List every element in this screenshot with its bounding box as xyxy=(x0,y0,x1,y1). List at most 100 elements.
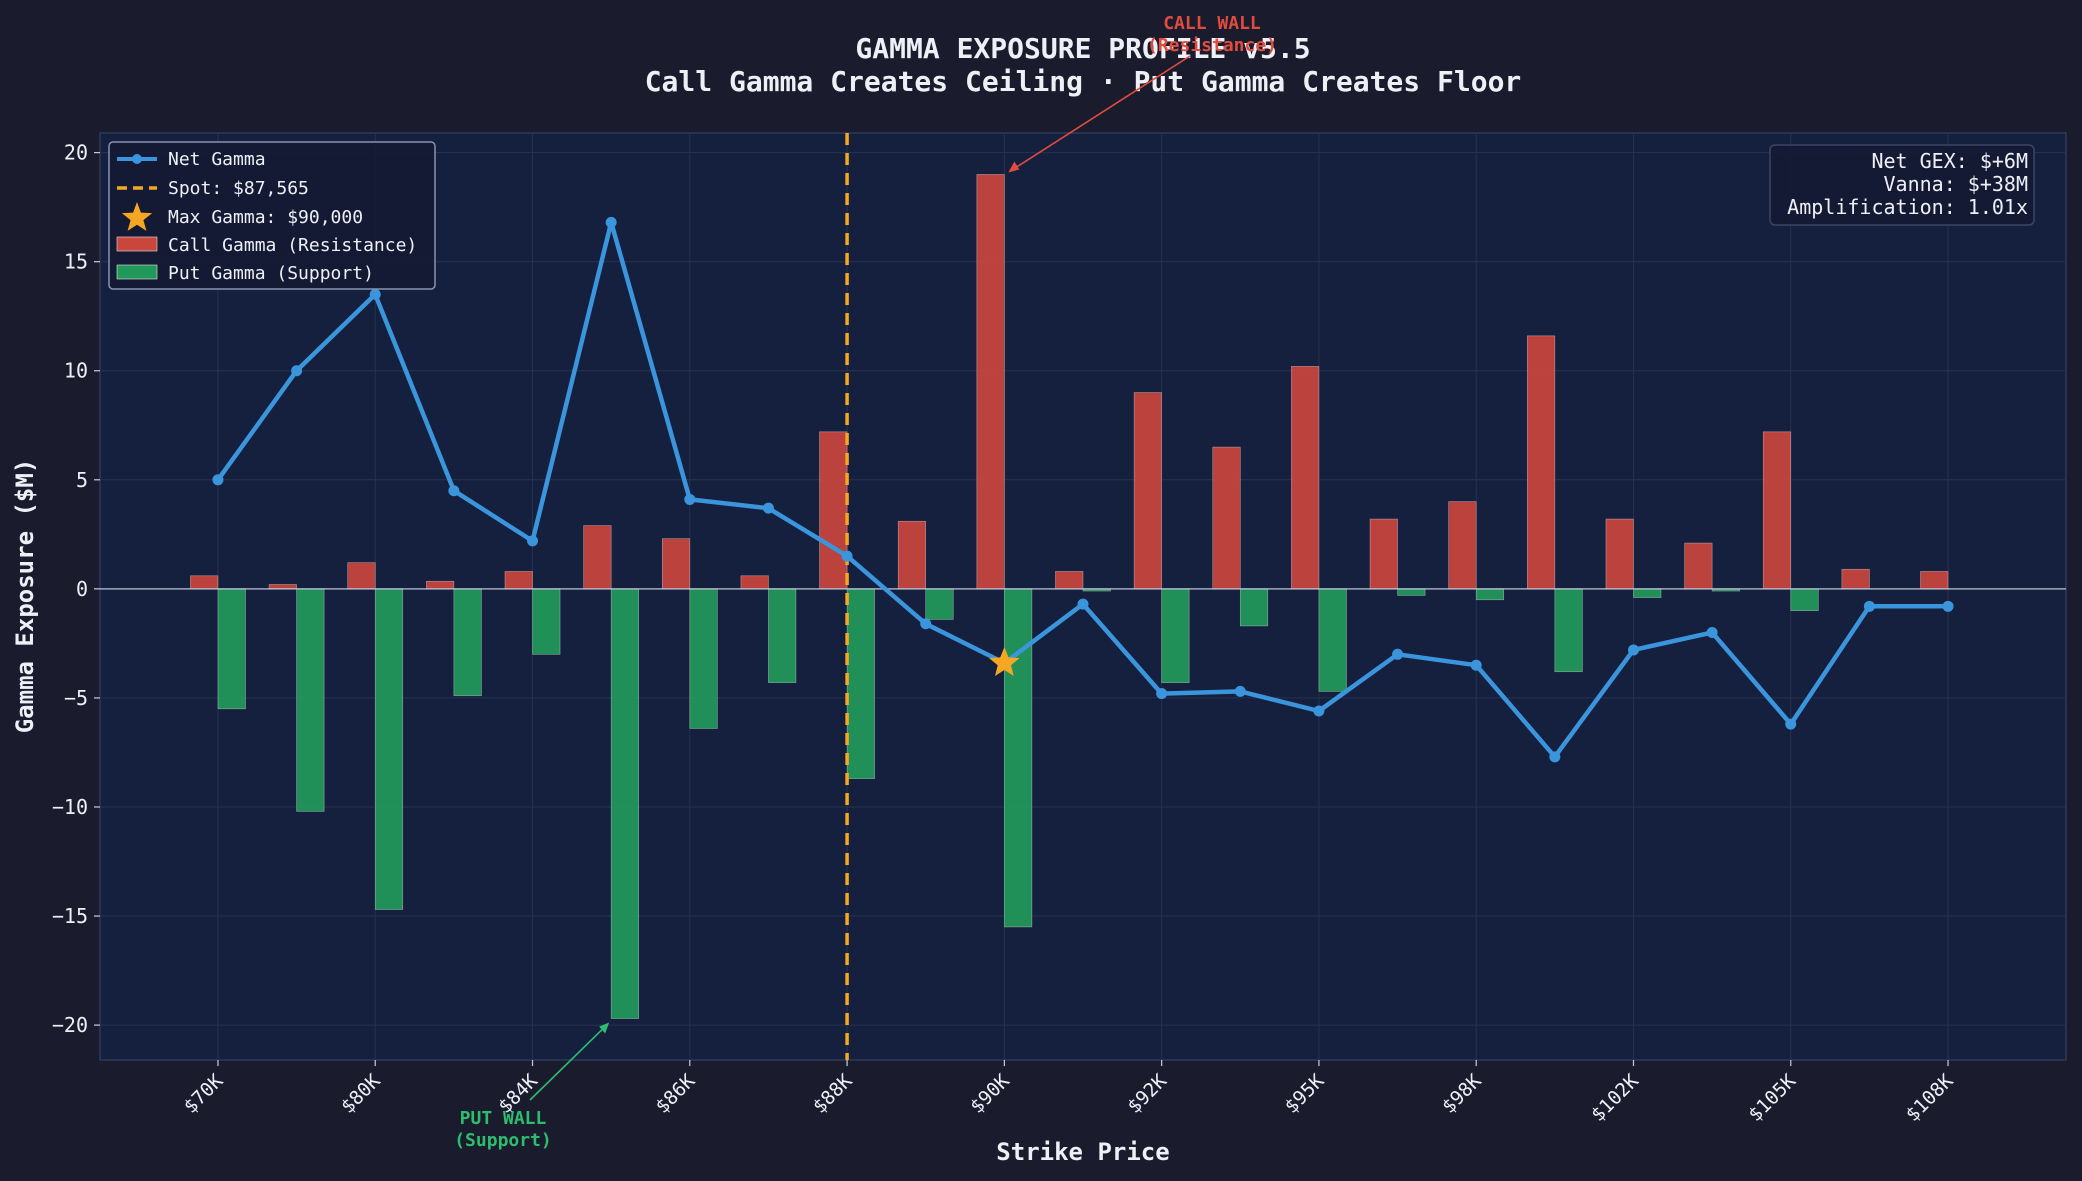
info-box: Net GEX: $+6M Vanna: $+38M Amplification… xyxy=(1769,144,2035,226)
call-gamma-bar xyxy=(1369,518,1398,590)
call-gamma-bar xyxy=(1920,571,1949,590)
x-axis-label: Strike Price xyxy=(996,1138,1169,1166)
net-gamma-point xyxy=(1942,600,1954,612)
legend-item-call-gamma: Call Gamma (Resistance) xyxy=(116,235,417,256)
call-gamma-bar xyxy=(1291,366,1320,590)
put-wall-label: PUT WALL xyxy=(460,1108,547,1129)
put-gamma-bar xyxy=(1397,588,1426,596)
call-gamma-bar xyxy=(1841,568,1870,590)
call-gamma-bar xyxy=(897,520,927,590)
put-gamma-bar xyxy=(689,588,718,729)
call-gamma-bar xyxy=(1055,571,1084,590)
net-gamma-point xyxy=(841,550,853,562)
y-tick-label: −10 xyxy=(52,795,88,819)
y-tick-label: −20 xyxy=(52,1013,88,1037)
put-wall-arrowhead xyxy=(599,1022,610,1034)
call-gamma-bar xyxy=(1448,501,1477,590)
call-gamma-bar xyxy=(1762,431,1792,590)
call-gamma-bar xyxy=(976,174,1005,590)
net-gamma-point xyxy=(448,485,460,497)
info-vanna: Vanna: $+38M xyxy=(1884,172,2029,196)
chart-subtitle: Call Gamma Creates Ceiling · Put Gamma C… xyxy=(645,65,1522,98)
y-axis-label: Gamma Exposure ($M) xyxy=(11,459,39,734)
net-gamma-point xyxy=(1863,600,1875,612)
legend-item-net-gamma: Net Gamma xyxy=(117,149,266,170)
legend-label-put-gamma: Put Gamma (Support) xyxy=(168,263,374,284)
net-gamma-point xyxy=(1785,718,1797,730)
net-gamma-point xyxy=(1549,751,1561,763)
net-gamma-point xyxy=(291,365,303,377)
net-gamma-point xyxy=(1313,705,1325,717)
call-gamma-bar xyxy=(1684,542,1713,590)
call-gamma-bar xyxy=(1212,446,1241,590)
put-wall-label: (Support) xyxy=(454,1130,552,1151)
net-gamma-point xyxy=(1470,659,1482,671)
y-tick-label: −15 xyxy=(52,904,88,928)
y-tick-label: 10 xyxy=(64,359,88,383)
put-gamma-bar xyxy=(1554,588,1583,673)
legend-item-put-gamma: Put Gamma (Support) xyxy=(116,263,374,284)
net-gamma-point xyxy=(1706,626,1718,638)
y-tick-label: 0 xyxy=(76,577,88,601)
legend: Net Gamma Spot: $87,565 Max Gamma: $90,0… xyxy=(108,141,436,290)
call-wall-arrowhead xyxy=(1008,161,1020,173)
net-gamma-point xyxy=(212,474,224,486)
call-wall-label: (Resistance) xyxy=(1147,35,1277,56)
net-gamma-point xyxy=(1392,648,1404,660)
put-gamma-bar xyxy=(1318,588,1347,692)
net-gamma-point xyxy=(1156,688,1168,700)
y-tick-label: 5 xyxy=(76,468,88,492)
put-gamma-bar xyxy=(610,588,639,1019)
call-gamma-bar xyxy=(426,580,455,590)
call-gamma-bar xyxy=(1133,392,1162,590)
legend-label-net-gamma: Net Gamma xyxy=(168,149,266,170)
info-net-gex: Net GEX: $+6M xyxy=(1871,149,2028,173)
info-amplification: Amplification: 1.01x xyxy=(1787,195,2028,219)
put-gamma-bar xyxy=(1161,588,1190,683)
chart-title: GAMMA EXPOSURE PROFILE v5.5 xyxy=(855,32,1310,65)
legend-label-max-gamma: Max Gamma: $90,000 xyxy=(168,207,363,228)
y-tick-label: −5 xyxy=(64,686,88,710)
call-gamma-bar xyxy=(1527,335,1556,590)
call-gamma-bar xyxy=(347,562,376,590)
put-gamma-bar xyxy=(846,588,875,779)
put-gamma-bar xyxy=(1633,588,1662,598)
call-gamma-bar xyxy=(740,575,769,590)
call-gamma-bar xyxy=(661,538,691,590)
call-gamma-bar xyxy=(504,571,533,590)
net-gamma-point xyxy=(1234,685,1246,697)
call-gamma-bar xyxy=(190,575,219,590)
net-gamma-point xyxy=(1627,644,1639,656)
call-gamma-bar xyxy=(1605,518,1634,590)
put-gamma-bar xyxy=(1475,588,1505,601)
put-gamma-bar xyxy=(1239,588,1269,627)
put-gamma-bar xyxy=(532,588,561,655)
net-gamma-point xyxy=(1077,598,1089,610)
put-gamma-bar xyxy=(1004,588,1033,928)
put-gamma-bar xyxy=(296,588,325,812)
net-gamma-point xyxy=(369,288,381,300)
y-tick-label: 20 xyxy=(64,141,88,165)
call-gamma-bar xyxy=(583,525,612,590)
call-wall-label: CALL WALL xyxy=(1163,13,1261,34)
y-tick-label: 15 xyxy=(64,250,88,274)
net-gamma-point xyxy=(762,502,774,514)
max-gamma-star-icon xyxy=(989,647,1020,676)
net-gamma-point xyxy=(527,535,539,547)
put-gamma-bar xyxy=(217,588,246,710)
call-wall-arrow xyxy=(1010,55,1191,172)
legend-item-spot: Spot: $87,565 xyxy=(117,178,309,199)
call-gamma-bar xyxy=(819,431,848,590)
put-gamma-bar xyxy=(453,588,482,697)
put-gamma-bar xyxy=(374,588,404,910)
star-icon xyxy=(121,202,153,231)
net-gamma-point xyxy=(605,216,617,228)
put-gamma-bar xyxy=(1790,588,1819,611)
put-gamma-bar xyxy=(768,588,797,683)
legend-item-max-gamma: Max Gamma: $90,000 xyxy=(121,202,363,231)
net-gamma-point xyxy=(920,618,932,630)
legend-label-call-gamma: Call Gamma (Resistance) xyxy=(168,235,417,256)
put-wall-arrow xyxy=(529,1024,607,1101)
legend-label-spot: Spot: $87,565 xyxy=(168,178,309,199)
